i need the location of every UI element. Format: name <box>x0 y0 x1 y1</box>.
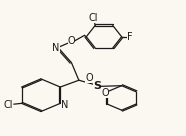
Text: O: O <box>68 36 75 47</box>
Text: N: N <box>61 100 68 110</box>
Text: S: S <box>93 81 101 91</box>
Text: O: O <box>101 88 109 98</box>
Text: N: N <box>52 43 60 53</box>
Text: Cl: Cl <box>89 13 98 23</box>
Text: F: F <box>127 32 132 42</box>
Text: O: O <box>85 73 93 83</box>
Text: Cl: Cl <box>4 100 13 110</box>
